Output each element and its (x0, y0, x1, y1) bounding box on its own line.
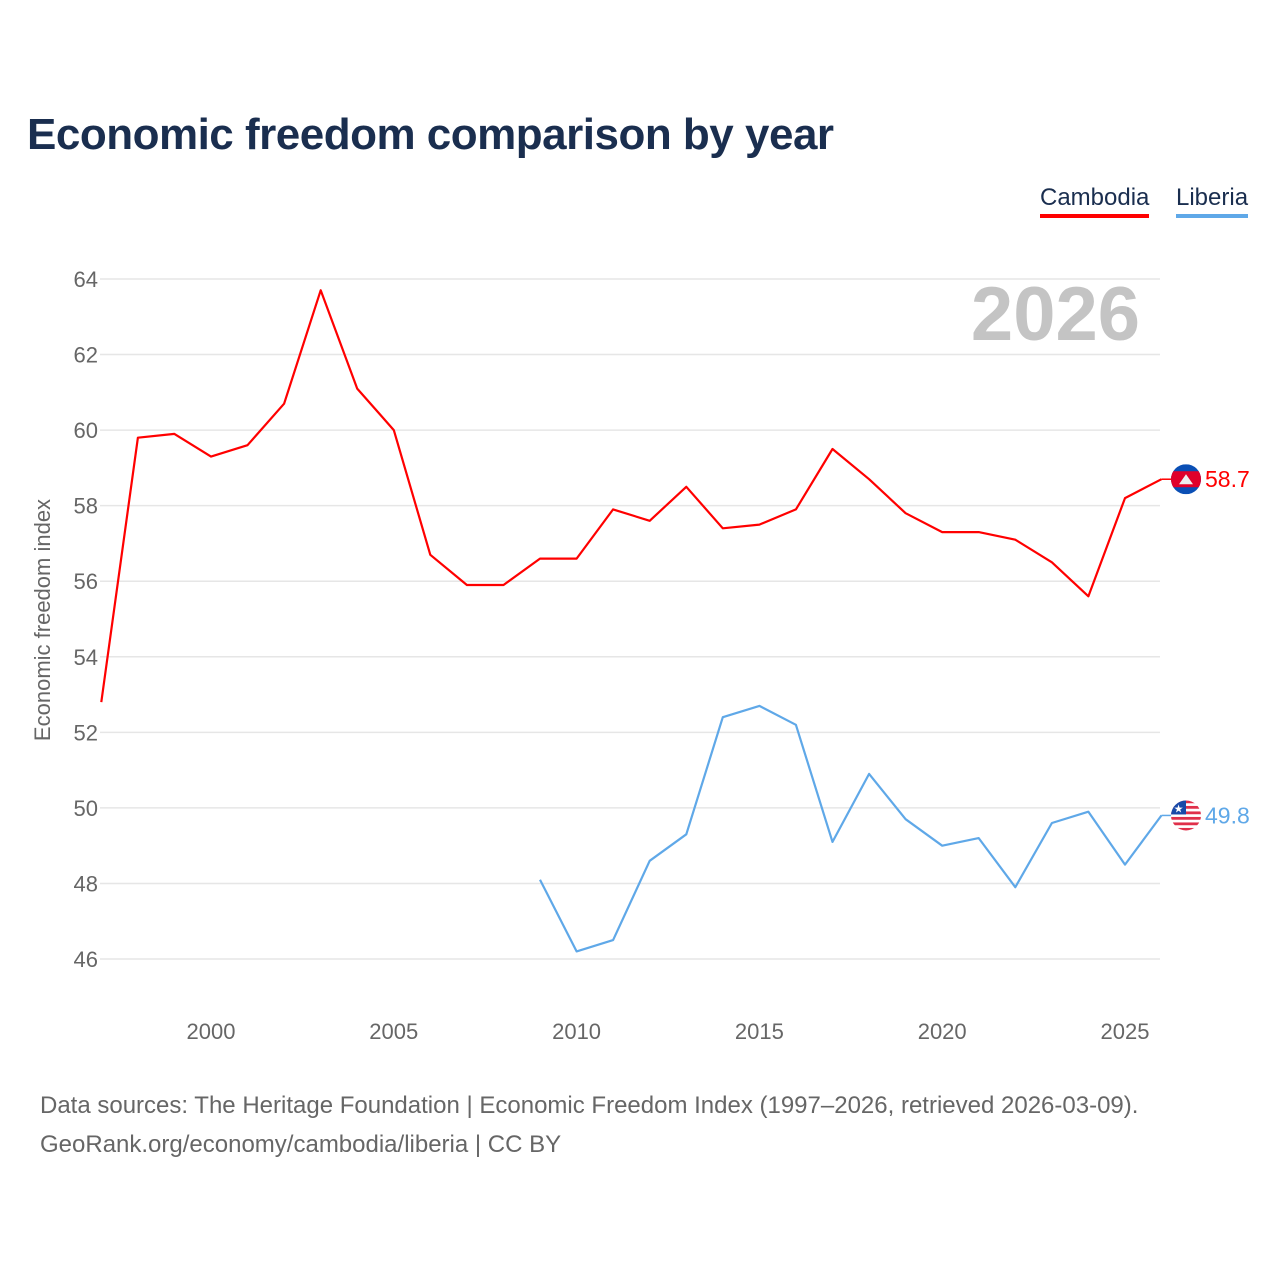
y-tick-label: 52 (74, 720, 98, 745)
flag-star: ★ (1174, 803, 1184, 815)
liberia-end-label: 49.8 (1205, 802, 1250, 828)
source-text: Data sources: The Heritage Foundation | … (40, 1092, 1139, 1119)
y-tick-label: 56 (74, 569, 98, 594)
flag-stripe (1171, 827, 1201, 831)
liberia-line (539, 704, 1163, 953)
y-tick-label: 58 (74, 494, 98, 519)
flag-temple (1179, 474, 1193, 485)
y-tick-label: 48 (74, 871, 98, 896)
y-tick-label: 50 (74, 796, 98, 821)
y-tick-label: 54 (74, 645, 98, 670)
flag-stripe (1171, 816, 1201, 820)
flag-stripe (1171, 822, 1201, 826)
cambodia-end-label: 58.7 (1205, 466, 1250, 492)
y-tick-label: 62 (74, 343, 98, 368)
x-tick-label: 2000 (187, 1019, 236, 1044)
cambodia-line (100, 289, 1163, 703)
x-tick-label: 2020 (918, 1019, 967, 1044)
y-axis-label: Economic freedom index (30, 499, 55, 741)
x-tick-label: 2015 (735, 1019, 784, 1044)
liberia-flag-icon: ★ (1171, 800, 1201, 831)
footer: Data sources: The Heritage Foundation | … (40, 1086, 1138, 1164)
flag-body (1171, 464, 1201, 495)
legend-liberia[interactable]: Liberia (1176, 184, 1249, 218)
x-tick-label: 2010 (552, 1019, 601, 1044)
cambodia-flag-icon (1171, 464, 1201, 495)
x-tick-label: 2005 (369, 1019, 418, 1044)
y-tick-label: 46 (74, 947, 98, 972)
y-tick-label: 60 (74, 418, 98, 443)
legend-cambodia[interactable]: Cambodia (1040, 184, 1150, 218)
chart-title: Economic freedom comparison by year (27, 110, 834, 159)
attribution-text: GeoRank.org/economy/cambodia/liberia | C… (40, 1131, 562, 1158)
year-watermark: 2026 (971, 272, 1140, 357)
flag-body: ★ (1171, 800, 1201, 831)
x-tick-label: 2025 (1101, 1019, 1150, 1044)
y-tick-label: 64 (74, 267, 98, 292)
